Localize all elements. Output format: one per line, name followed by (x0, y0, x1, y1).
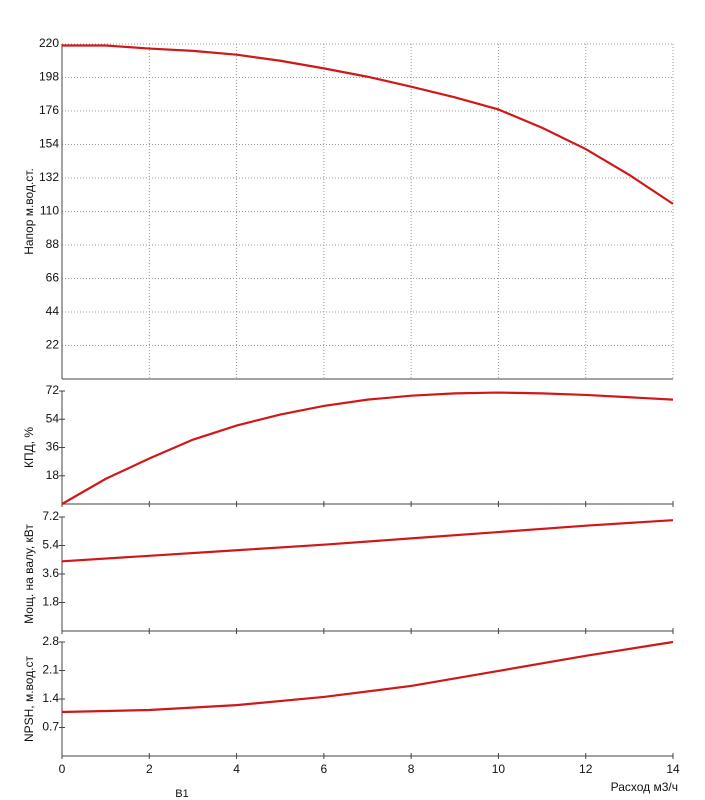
y-tick-label: 2.1 (42, 663, 59, 677)
y-tick-label: 0.7 (42, 720, 59, 734)
curve (61, 640, 674, 714)
y-tick-label: 22 (46, 338, 60, 352)
curve (62, 44, 674, 205)
y-tick-label: 1.8 (42, 595, 59, 609)
x-tick-label: 8 (408, 762, 415, 776)
y-tick-label: 36 (46, 440, 60, 454)
y-tick-label: 2.8 (42, 634, 59, 648)
y-tick-label: 44 (46, 304, 60, 318)
x-tick-label: 6 (321, 762, 328, 776)
x-tick-label: 2 (146, 762, 153, 776)
x-tick-label: 4 (233, 762, 240, 776)
curve (61, 391, 674, 505)
annotation: B1 (175, 788, 188, 800)
y-tick-label: 220 (39, 36, 59, 50)
y-tick-label: 198 (39, 70, 59, 84)
y-tick-label: 18 (46, 468, 60, 482)
y-tick-label: 132 (39, 170, 59, 184)
y-tick-label: 154 (39, 137, 59, 151)
y-tick-label: 110 (40, 204, 59, 218)
y-tick-label: 88 (46, 237, 60, 251)
y-tick-label: 1.4 (42, 691, 59, 705)
x-tick-label: 12 (579, 762, 593, 776)
y-tick-label: 66 (46, 271, 60, 285)
y-axis-label: Напор м.вод.ст. (22, 168, 36, 255)
y-tick-label: 7.2 (42, 509, 59, 523)
y-tick-label: 72 (46, 383, 60, 397)
x-tick-label: 10 (492, 762, 506, 776)
curve (61, 519, 674, 563)
y-tick-label: 54 (46, 411, 60, 425)
y-axis-label: NPSH, м.вод.ст (22, 655, 36, 742)
y-tick-label: 3.6 (42, 566, 59, 580)
x-tick-label: 14 (666, 762, 680, 776)
y-tick-label: 5.4 (42, 538, 59, 552)
y-tick-label: 176 (39, 103, 59, 117)
x-axis-label: Расход м3/ч (611, 780, 678, 794)
y-axis-label: Мощ. на валу, кВт (22, 524, 36, 624)
x-tick-label: 0 (59, 762, 66, 776)
y-axis-label: КПД, % (22, 427, 36, 468)
